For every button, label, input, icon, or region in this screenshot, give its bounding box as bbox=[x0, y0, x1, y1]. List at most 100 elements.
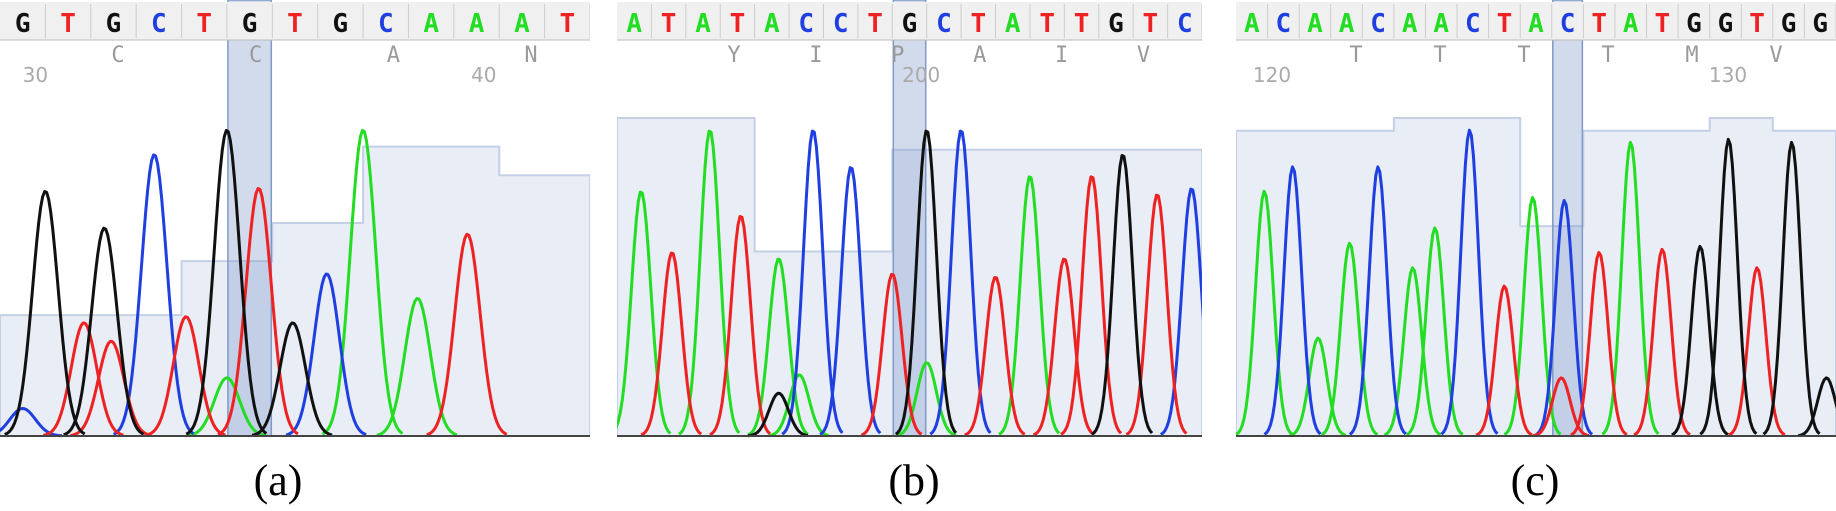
trace-peak-A bbox=[1383, 266, 1442, 437]
amino-acid-letter: V bbox=[1769, 43, 1782, 68]
trace-peak-A bbox=[617, 190, 672, 435]
position-label: 120 bbox=[1253, 63, 1291, 87]
chromatogram-panel-b: A T A T A C C T G C T A T T G T C Y I P A I V 200 bbox=[617, 0, 1202, 440]
chromatogram-panel-a: G T G C T G T G C A A A T C C A N 30 40 bbox=[0, 0, 590, 440]
base-call-strip bbox=[0, 2, 590, 40]
base-call-letter: T bbox=[287, 9, 303, 39]
quality-area bbox=[0, 145, 590, 437]
base-call-letter: T bbox=[1074, 9, 1090, 39]
base-call-letter: T bbox=[196, 9, 212, 39]
trace-peak-G bbox=[4, 190, 86, 436]
trace-peak-T bbox=[1032, 257, 1095, 437]
position-label: 30 bbox=[23, 63, 48, 87]
trace-peak-A bbox=[768, 373, 829, 438]
trace-peak-A bbox=[1289, 336, 1347, 437]
base-call-letter: A bbox=[1528, 9, 1544, 39]
base-call-letter: C bbox=[151, 9, 167, 39]
trace-peak-T bbox=[70, 339, 151, 437]
base-call-letter: A bbox=[423, 9, 439, 39]
trace-peak-G bbox=[185, 128, 268, 436]
trace-peak-C bbox=[819, 166, 882, 436]
position-label: 130 bbox=[1709, 63, 1747, 87]
trace-peak-G bbox=[1762, 140, 1821, 436]
base-call-letter: G bbox=[106, 9, 122, 39]
amino-acid-letter: P bbox=[891, 43, 904, 68]
amino-acid-letter: T bbox=[1601, 43, 1614, 68]
amino-acid-letter: C bbox=[111, 43, 124, 68]
trace-peak-A bbox=[186, 376, 267, 438]
amino-acid-letter: I bbox=[1055, 43, 1068, 68]
trace-peak-G bbox=[63, 226, 145, 437]
position-label: 200 bbox=[902, 63, 940, 87]
base-call-letter: A bbox=[1433, 9, 1449, 39]
trace-peak-C bbox=[285, 272, 367, 437]
base-call-letter: G bbox=[1108, 9, 1124, 39]
trace-peak-T bbox=[964, 276, 1026, 437]
trace-peak-T bbox=[1475, 284, 1533, 437]
trace-peak-G bbox=[1699, 137, 1758, 436]
base-call-strip bbox=[1236, 2, 1836, 40]
amino-acid-letter: V bbox=[1137, 43, 1150, 68]
trace-peak-T bbox=[860, 272, 923, 437]
caption-c: (c) bbox=[1510, 456, 1560, 505]
base-call-letter: C bbox=[1465, 9, 1481, 39]
trace-peak-T bbox=[426, 232, 508, 437]
base-call-letter: G bbox=[333, 9, 349, 39]
trace-peak-T bbox=[1570, 251, 1628, 437]
base-call-letter: T bbox=[867, 9, 883, 39]
quality-area bbox=[617, 117, 1202, 437]
trace-peak-C bbox=[112, 153, 195, 436]
trace-peak-A bbox=[321, 128, 404, 436]
base-call-letter: T bbox=[60, 9, 76, 39]
caption-b: (b) bbox=[888, 456, 940, 505]
trace-peak-A bbox=[998, 175, 1061, 436]
base-call-letter: C bbox=[798, 9, 814, 39]
base-call-letter: A bbox=[695, 9, 711, 39]
base-call-letter: A bbox=[1244, 9, 1260, 39]
base-call-letter: T bbox=[1497, 9, 1513, 39]
trace-peak-G bbox=[251, 321, 333, 437]
trace-peak-T bbox=[1060, 175, 1123, 436]
trace-peak-C bbox=[1263, 165, 1322, 436]
trace-peak-C bbox=[1159, 187, 1202, 436]
base-call-letter: G bbox=[1812, 9, 1828, 39]
trace-peak-G bbox=[1671, 244, 1729, 437]
trace-peak-T bbox=[145, 315, 226, 437]
trace-peak-G bbox=[1797, 376, 1836, 438]
trace-peak-C bbox=[1348, 165, 1407, 436]
base-call-letter: T bbox=[1143, 9, 1159, 39]
chromatogram-a: G T G C T G T G C A A A TC C A N30 40 bbox=[0, 0, 590, 438]
base-call-letter: A bbox=[469, 9, 485, 39]
base-call-letter: G bbox=[1781, 9, 1797, 39]
base-call-letter: T bbox=[1039, 9, 1055, 39]
trace-peak-A bbox=[376, 297, 458, 437]
base-call-letter: T bbox=[1749, 9, 1765, 39]
amino-acid-letter: A bbox=[387, 43, 400, 68]
base-call-letter: C bbox=[936, 9, 952, 39]
position-label: 40 bbox=[471, 63, 496, 87]
trace-peak-T bbox=[217, 187, 299, 436]
amino-acid-letter: I bbox=[809, 43, 822, 68]
amino-acid-letter: Y bbox=[727, 43, 740, 68]
amino-acid-letter: A bbox=[973, 43, 986, 68]
base-call-letter: T bbox=[661, 9, 677, 39]
trace-peak-A bbox=[895, 361, 957, 438]
base-call-letter: G bbox=[1718, 9, 1734, 39]
chromatogram-panel-c: A C A A C A A C T A C T A T G G T G G T T T T M V 120 130 bbox=[1236, 0, 1836, 440]
base-call-letter: C bbox=[1276, 9, 1292, 39]
base-call-letter: A bbox=[764, 9, 780, 39]
amino-acid-letter: M bbox=[1685, 43, 1698, 68]
base-call-letter: C bbox=[1560, 9, 1576, 39]
trace-peak-A bbox=[1601, 140, 1660, 436]
base-call-letter: G bbox=[242, 9, 258, 39]
base-call-letter: G bbox=[1686, 9, 1702, 39]
trace-peak-T bbox=[1728, 266, 1786, 437]
trace-peak-G bbox=[747, 391, 809, 438]
base-call-letter: T bbox=[559, 9, 575, 39]
trace-peak-T bbox=[1125, 193, 1188, 436]
base-call-letter: A bbox=[1339, 9, 1355, 39]
amino-acid-letter: T bbox=[1349, 43, 1362, 68]
trace-peak-G bbox=[1091, 154, 1154, 436]
